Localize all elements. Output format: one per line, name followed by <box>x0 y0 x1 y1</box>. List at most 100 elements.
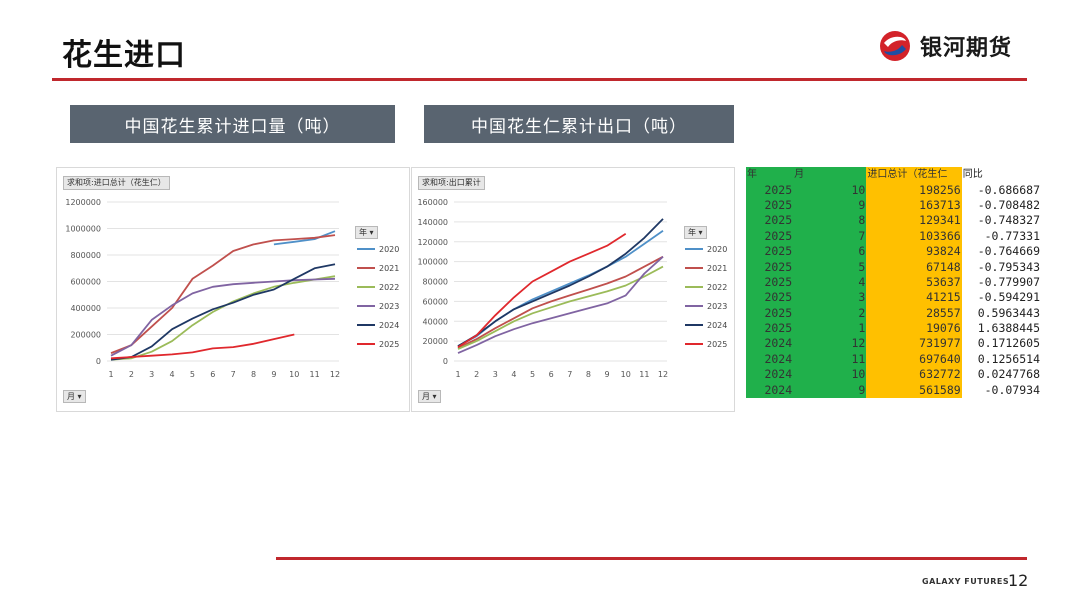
table-row: 2025 1 19076 1.6388445 <box>746 320 1041 337</box>
table-header-row: 年月进口总计（花生仁 同比 <box>746 167 1041 183</box>
legend-filter-button[interactable]: 年 ▾ <box>355 226 378 239</box>
table-cell: 103366 <box>866 228 962 244</box>
month-filter-button[interactable]: 月 ▾ <box>418 390 441 403</box>
export-chart: 求和项:出口累计 0 20000 40000 60000 80000 100000 1200… <box>411 167 735 412</box>
table-cell: 0.0247768 <box>961 367 1041 383</box>
legend-label: 2021 <box>707 264 727 273</box>
legend-filter-label: 年 <box>359 228 367 237</box>
x-tick-label: 3 <box>493 370 498 379</box>
table-row: 2024 12 731977 0.1712605 <box>746 336 1041 352</box>
y-tick-label: 600000 <box>70 278 101 287</box>
x-tick-label: 6 <box>210 370 215 379</box>
x-tick-label: 6 <box>549 370 554 379</box>
table-cell: 2024 <box>746 382 794 398</box>
logo-text: 银河期货 <box>920 36 1013 61</box>
x-tick-label: 2 <box>129 370 134 379</box>
x-tick-label: 4 <box>170 370 175 379</box>
table-cell: 10 <box>793 367 867 383</box>
chart-field-label: 求和项:进口总计（花生仁） <box>63 176 170 190</box>
table-cell: -0.07934 <box>961 382 1041 398</box>
y-tick-label: 1000000 <box>65 225 101 234</box>
y-tick-label: 0 <box>443 357 448 366</box>
x-tick-label: 8 <box>251 370 256 379</box>
table-cell: 163713 <box>866 197 962 214</box>
series-line-2024 <box>110 263 336 361</box>
table-cell: 561589 <box>866 382 962 398</box>
table-cell: 2025 <box>746 228 794 244</box>
table-cell: -0.686687 <box>961 182 1041 198</box>
table-cell: 2025 <box>746 243 794 260</box>
series-line-2023 <box>110 277 336 357</box>
legend-label: 2020 <box>379 245 399 254</box>
table-cell: 2025 <box>746 290 794 306</box>
table-header-cell: 同比 <box>961 167 1041 183</box>
x-tick-label: 12 <box>330 370 340 379</box>
month-filter-label: 月 <box>67 392 75 401</box>
y-tick-label: 400000 <box>70 304 101 313</box>
table-row: 2025 9 163713 -0.708482 <box>746 197 1041 214</box>
table-cell: 2024 <box>746 351 794 368</box>
legend-filter-button[interactable]: 年 ▾ <box>684 226 707 239</box>
table-cell: 2025 <box>746 182 794 198</box>
legend-label: 2020 <box>707 245 727 254</box>
series-line-2021 <box>457 255 664 349</box>
x-tick-label: 1 <box>108 370 113 379</box>
table-cell: 2024 <box>746 367 794 383</box>
legend-label: 2025 <box>707 340 727 349</box>
table-row: 2025 5 67148 -0.795343 <box>746 259 1041 275</box>
x-tick-label: 2 <box>474 370 479 379</box>
month-filter-button[interactable]: 月 ▾ <box>63 390 86 403</box>
table-cell: 1 <box>793 320 867 337</box>
x-tick-label: 10 <box>289 370 299 379</box>
series-line-2021 <box>110 234 336 354</box>
y-tick-label: 60000 <box>423 297 448 306</box>
table-cell: 2 <box>793 305 867 321</box>
x-tick-label: 5 <box>530 370 535 379</box>
table-cell: 0.1256514 <box>961 351 1041 368</box>
x-tick-label: 9 <box>271 370 276 379</box>
legend-label: 2024 <box>379 321 399 330</box>
y-tick-label: 800000 <box>70 251 101 260</box>
table-header-cell: 年 <box>746 167 794 183</box>
x-tick-label: 5 <box>190 370 195 379</box>
table-row: 2025 2 28557 0.5963443 <box>746 305 1041 321</box>
page-number: 12 <box>1008 571 1029 590</box>
table-row: 2024 10 632772 0.0247768 <box>746 367 1041 383</box>
table-cell: -0.77331 <box>961 228 1041 244</box>
table-cell: -0.594291 <box>961 290 1041 306</box>
footer-rule <box>276 557 1027 560</box>
table-cell: 2025 <box>746 320 794 337</box>
legend-label: 2022 <box>707 283 727 292</box>
table-cell: 2025 <box>746 274 794 291</box>
series-line-2025 <box>457 233 627 348</box>
x-tick-label: 11 <box>310 370 320 379</box>
table-cell: 2024 <box>746 336 794 352</box>
y-tick-label: 140000 <box>417 218 448 227</box>
banner-import: 中国花生累计进口量（吨） <box>70 105 395 143</box>
x-tick-label: 11 <box>639 370 649 379</box>
table-row: 2025 10 198256 -0.686687 <box>746 182 1041 198</box>
table-cell: 2025 <box>746 259 794 275</box>
legend-label: 2023 <box>707 302 727 311</box>
table-cell: 0.1712605 <box>961 336 1041 352</box>
table-cell: 93824 <box>866 243 962 260</box>
import-chart-svg: 0 200000 400000 600000 800000 1000000 1200000 1… <box>65 198 399 379</box>
x-tick-label: 4 <box>511 370 516 379</box>
x-tick-label: 3 <box>149 370 154 379</box>
table-cell: -0.748327 <box>961 213 1041 229</box>
legend-label: 2025 <box>379 340 399 349</box>
table-row: 2024 11 697640 0.1256514 <box>746 351 1041 368</box>
table-cell: 53637 <box>866 274 962 291</box>
table-header-cell: 月 <box>793 167 867 183</box>
x-tick-label: 12 <box>658 370 668 379</box>
table-cell: -0.795343 <box>961 259 1041 275</box>
x-tick-label: 10 <box>621 370 631 379</box>
table-row: 2025 6 93824 -0.764669 <box>746 243 1041 260</box>
table-row: 2024 9 561589 -0.07934 <box>746 382 1041 398</box>
table-cell: 198256 <box>866 182 962 198</box>
y-tick-label: 120000 <box>417 238 448 247</box>
x-tick-label: 9 <box>605 370 610 379</box>
y-tick-label: 1200000 <box>65 198 101 207</box>
table-cell: 19076 <box>866 320 962 337</box>
table-cell: 697640 <box>866 351 962 368</box>
